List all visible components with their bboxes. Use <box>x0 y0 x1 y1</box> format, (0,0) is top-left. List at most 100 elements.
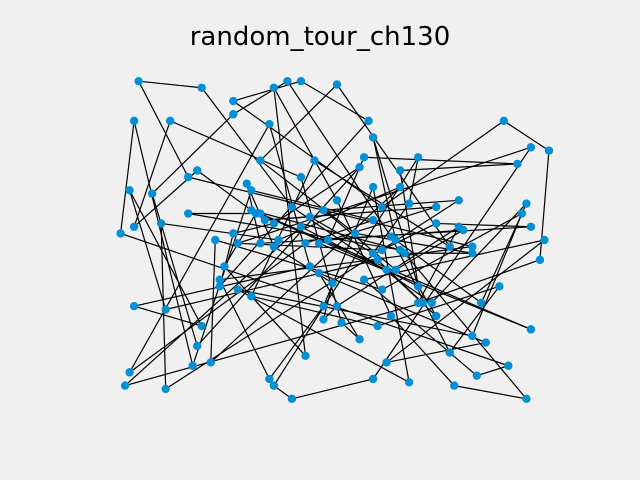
tour-edge <box>300 80 369 122</box>
city-point <box>256 156 265 165</box>
tour-edge <box>323 199 459 211</box>
city-point <box>256 209 265 218</box>
city-point <box>404 378 414 387</box>
tour-edge <box>372 137 419 287</box>
tour-edge <box>120 232 509 367</box>
tour-edge <box>395 239 482 304</box>
city-point <box>319 315 328 324</box>
tour-edge <box>273 156 419 386</box>
city-point <box>432 311 441 321</box>
tour-edge <box>201 87 293 208</box>
city-point <box>193 166 202 175</box>
tour-edge <box>417 286 437 317</box>
city-point <box>247 186 256 195</box>
city-point <box>517 209 527 218</box>
city-point <box>373 321 382 331</box>
tour-edge <box>129 123 270 373</box>
city-point <box>359 275 369 284</box>
tour-edge <box>233 222 275 234</box>
city-point <box>359 153 369 162</box>
city-point <box>161 384 170 394</box>
city-point <box>472 371 481 380</box>
city-point <box>391 235 400 245</box>
city-point <box>319 206 328 215</box>
tour-edge <box>408 157 419 204</box>
city-point <box>450 381 459 390</box>
tour-edge <box>390 315 455 387</box>
tour-edge <box>138 80 202 89</box>
city-point <box>526 325 536 334</box>
city-point <box>540 235 549 245</box>
city-point <box>229 229 238 238</box>
city-point <box>220 262 229 271</box>
city-point <box>165 116 175 126</box>
city-point <box>535 255 545 265</box>
city-point <box>377 245 387 255</box>
city-point <box>314 268 324 278</box>
tour-edge <box>237 146 532 244</box>
tour-edge <box>381 222 437 251</box>
city-point <box>197 321 206 331</box>
city-point <box>229 96 238 106</box>
tour-edge <box>223 266 306 357</box>
tour-edge <box>165 259 378 311</box>
tour-edge <box>318 206 437 244</box>
city-point <box>287 202 297 212</box>
city-point <box>395 245 405 255</box>
city-point <box>337 318 346 327</box>
tour-edge <box>133 305 202 327</box>
city-point <box>377 285 387 294</box>
city-point <box>260 215 270 225</box>
tour-edge <box>480 203 527 304</box>
city-point <box>206 358 215 367</box>
tour-edge <box>169 120 302 178</box>
city-point <box>368 215 378 225</box>
city-point <box>454 196 463 205</box>
tour-edge <box>196 166 361 347</box>
city-point <box>373 255 382 265</box>
city-point <box>319 301 328 311</box>
city-point <box>193 341 202 351</box>
city-point <box>301 239 310 248</box>
tour-edge <box>400 163 518 172</box>
tour-edge <box>431 203 527 304</box>
city-point <box>355 335 364 344</box>
city-point <box>481 338 491 347</box>
city-point <box>129 116 139 126</box>
city-point <box>242 179 252 188</box>
city-point <box>413 282 423 291</box>
city-point <box>386 311 396 321</box>
tour-edge <box>133 120 194 366</box>
tour-edge <box>129 190 167 310</box>
tour-edge <box>219 279 270 380</box>
city-point <box>445 242 454 251</box>
city-point <box>395 182 405 192</box>
tour-edge <box>268 305 324 380</box>
tour-edge <box>291 378 374 400</box>
city-point <box>432 219 441 228</box>
tour-edge <box>151 113 234 195</box>
tour-edge <box>273 166 360 224</box>
tour-edge <box>386 269 437 317</box>
city-point <box>233 285 243 294</box>
tour-edge <box>273 87 338 201</box>
city-point <box>197 83 206 92</box>
city-point <box>432 202 441 212</box>
city-point <box>382 358 391 367</box>
city-point <box>305 262 315 271</box>
tour-edge <box>291 206 433 304</box>
city-point <box>247 292 256 301</box>
city-point <box>269 219 279 228</box>
tour-edge <box>259 160 356 234</box>
city-point <box>332 301 342 311</box>
city-point <box>332 80 342 89</box>
city-point <box>265 374 274 384</box>
tour-edge <box>210 239 216 363</box>
city-point <box>269 83 279 92</box>
tour-edge <box>417 226 460 304</box>
city-point <box>156 219 166 228</box>
tour-edge <box>237 289 473 337</box>
city-point <box>513 159 522 169</box>
tour-edge <box>119 120 135 234</box>
city-point <box>522 199 531 208</box>
